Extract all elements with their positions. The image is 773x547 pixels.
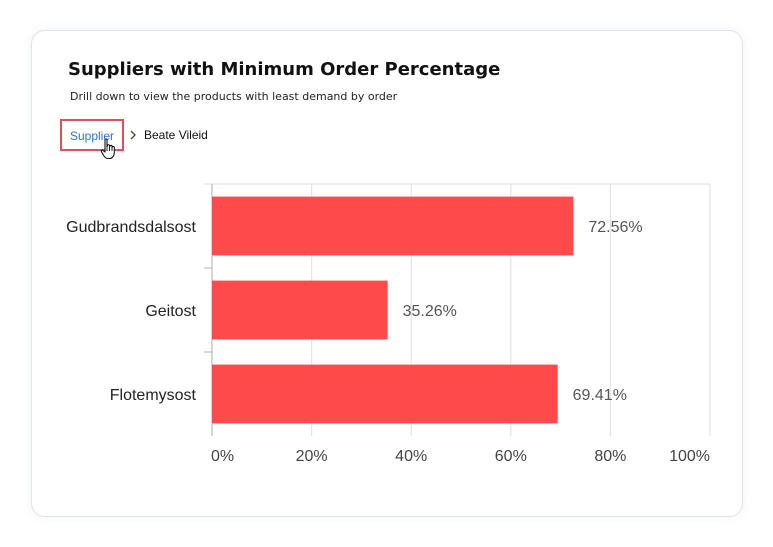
data-label: 72.56%: [588, 219, 642, 236]
chevron-right-icon: [124, 119, 144, 151]
bar[interactable]: [212, 196, 574, 256]
bar[interactable]: [212, 364, 558, 424]
breadcrumb-current: Beate Vileid: [144, 128, 208, 142]
x-tick-label: 100%: [669, 448, 710, 465]
data-label: 35.26%: [403, 303, 457, 320]
x-tick-label: 80%: [594, 448, 626, 465]
bar[interactable]: [212, 280, 388, 340]
category-label: Flotemysost: [110, 387, 197, 404]
breadcrumb: Supplier Beate Vileid: [60, 119, 208, 151]
chart-card: Suppliers with Minimum Order Percentage …: [31, 30, 743, 517]
data-label: 69.41%: [573, 387, 627, 404]
x-tick-label: 20%: [296, 448, 328, 465]
category-label: Gudbrandsdalsost: [66, 219, 196, 236]
chart-title: Suppliers with Minimum Order Percentage: [68, 59, 501, 80]
x-tick-label: 0%: [211, 448, 234, 465]
x-tick-label: 60%: [495, 448, 527, 465]
breadcrumb-link-supplier[interactable]: Supplier: [60, 119, 124, 151]
chart-subtitle: Drill down to view the products with lea…: [70, 90, 398, 103]
category-label: Geitost: [145, 303, 196, 320]
hand-pointer-icon: [100, 138, 115, 160]
x-tick-label: 40%: [395, 448, 427, 465]
